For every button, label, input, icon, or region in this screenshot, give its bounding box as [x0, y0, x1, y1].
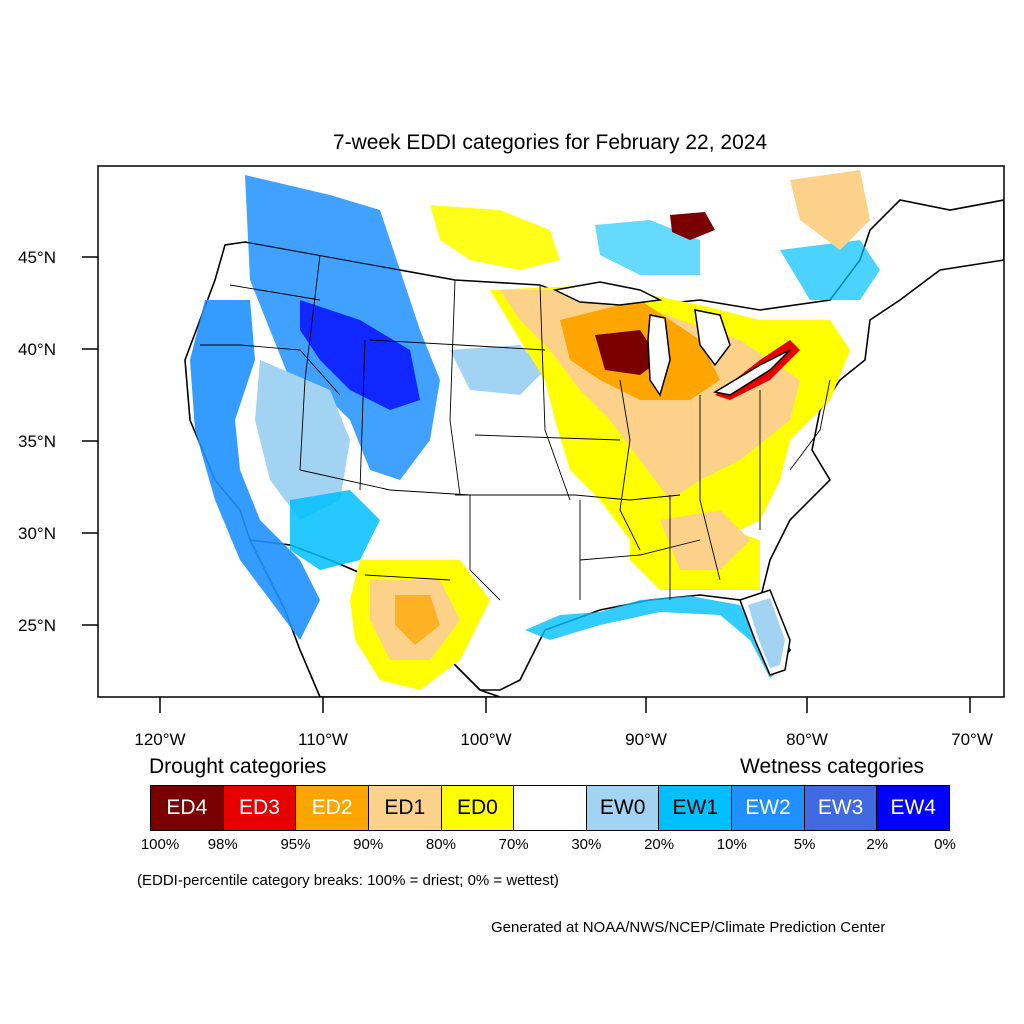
lake-superior [552, 281, 663, 306]
legend-swatch-ew3: EW3 [804, 786, 878, 830]
florida-wet-region [748, 598, 785, 668]
legend-break-label: 90% [353, 836, 384, 853]
wet-region-dakotas [450, 345, 545, 395]
lon-label-70: 70°W [951, 730, 993, 749]
legend-swatch-ed1: ED1 [368, 786, 442, 830]
legend-swatch-ew2: EW2 [732, 786, 805, 830]
legend-break-label: 98% [207, 836, 238, 853]
legend-break-label: 30% [571, 836, 602, 853]
lat-label-35: 35°N [18, 432, 56, 451]
legend-break-label: 20% [644, 836, 675, 853]
wet-region-northeast [780, 240, 880, 300]
wet-region-canada-east [595, 220, 700, 275]
legend-swatch-ew1: EW1 [659, 786, 733, 830]
map-frame [97, 165, 1005, 698]
legend-swatch-ew4: EW4 [877, 786, 950, 830]
legend-percentile-breaks: 100% 98% 95% 90% 80% 70% 30% 20% 10% 5% 2% 0% [141, 836, 956, 856]
lon-label-120: 120°W [134, 730, 185, 749]
dry-region-ed0-michigan-north [430, 205, 560, 270]
dry-region-ed2-quebec [790, 170, 870, 250]
legend-break-label: 2% [866, 836, 889, 853]
legend-break-label: 5% [793, 836, 816, 853]
lat-label-40: 40°N [18, 340, 56, 359]
latitude-axis [82, 256, 98, 626]
legend-break-label: 100% [140, 836, 180, 853]
dry-region-ed2-texas [395, 595, 440, 645]
map-title: 7-week EDDI categories for February 22, … [332, 131, 768, 154]
longitude-axis [159, 697, 971, 713]
wet-region-pacific-coast [190, 300, 320, 640]
legend-break-label: 70% [498, 836, 529, 853]
legend-break-label: 0% [934, 836, 956, 853]
legend-break-label: 10% [716, 836, 747, 853]
lon-label-80: 80°W [786, 730, 828, 749]
lat-label-45: 45°N [18, 248, 56, 267]
dry-region-ed4-wisconsin [595, 330, 660, 375]
legend-break-label: 95% [280, 836, 311, 853]
wet-region-southwest [290, 490, 380, 570]
legend-swatch-ed3: ED3 [223, 786, 297, 830]
wet-region-great-basin [255, 360, 350, 520]
map-area [184, 170, 1004, 697]
lat-label-30: 30°N [18, 524, 56, 543]
state-boundaries [200, 241, 831, 601]
lake-michigan [647, 314, 671, 397]
dry-region-ed4-ontario [670, 212, 715, 240]
wetness-categories-heading: Wetness categories [740, 755, 925, 778]
wet-region-gulf-coast [525, 596, 780, 678]
dry-region-ed1-southeast [660, 510, 750, 570]
wet-region-idaho-core [300, 300, 420, 410]
legend-swatch-neutral [514, 786, 587, 830]
lon-label-100: 100°W [460, 730, 511, 749]
legend-swatch-ew0: EW0 [586, 786, 660, 830]
legend-swatch-ed4: ED4 [151, 786, 224, 830]
lon-label-90: 90°W [625, 730, 667, 749]
lake-huron [694, 309, 731, 367]
lon-label-110: 110°W [298, 730, 348, 749]
legend-color-bar: ED4 ED3 ED2 ED1 ED0 EW0 EW1 EW2 EW3 EW4 [150, 785, 950, 831]
legend-swatch-ed0: ED0 [441, 786, 515, 830]
legend-swatch-ed2: ED2 [296, 786, 369, 830]
drought-categories-heading: Drought categories [149, 755, 327, 778]
lake-erie [712, 349, 791, 396]
legend-break-label: 80% [425, 836, 456, 853]
lat-label-25: 25°N [18, 616, 56, 635]
credit-line: Generated at NOAA/NWS/NCEP/Climate Predi… [491, 919, 886, 936]
percentile-note: (EDDI-percentile category breaks: 100% =… [137, 872, 559, 889]
